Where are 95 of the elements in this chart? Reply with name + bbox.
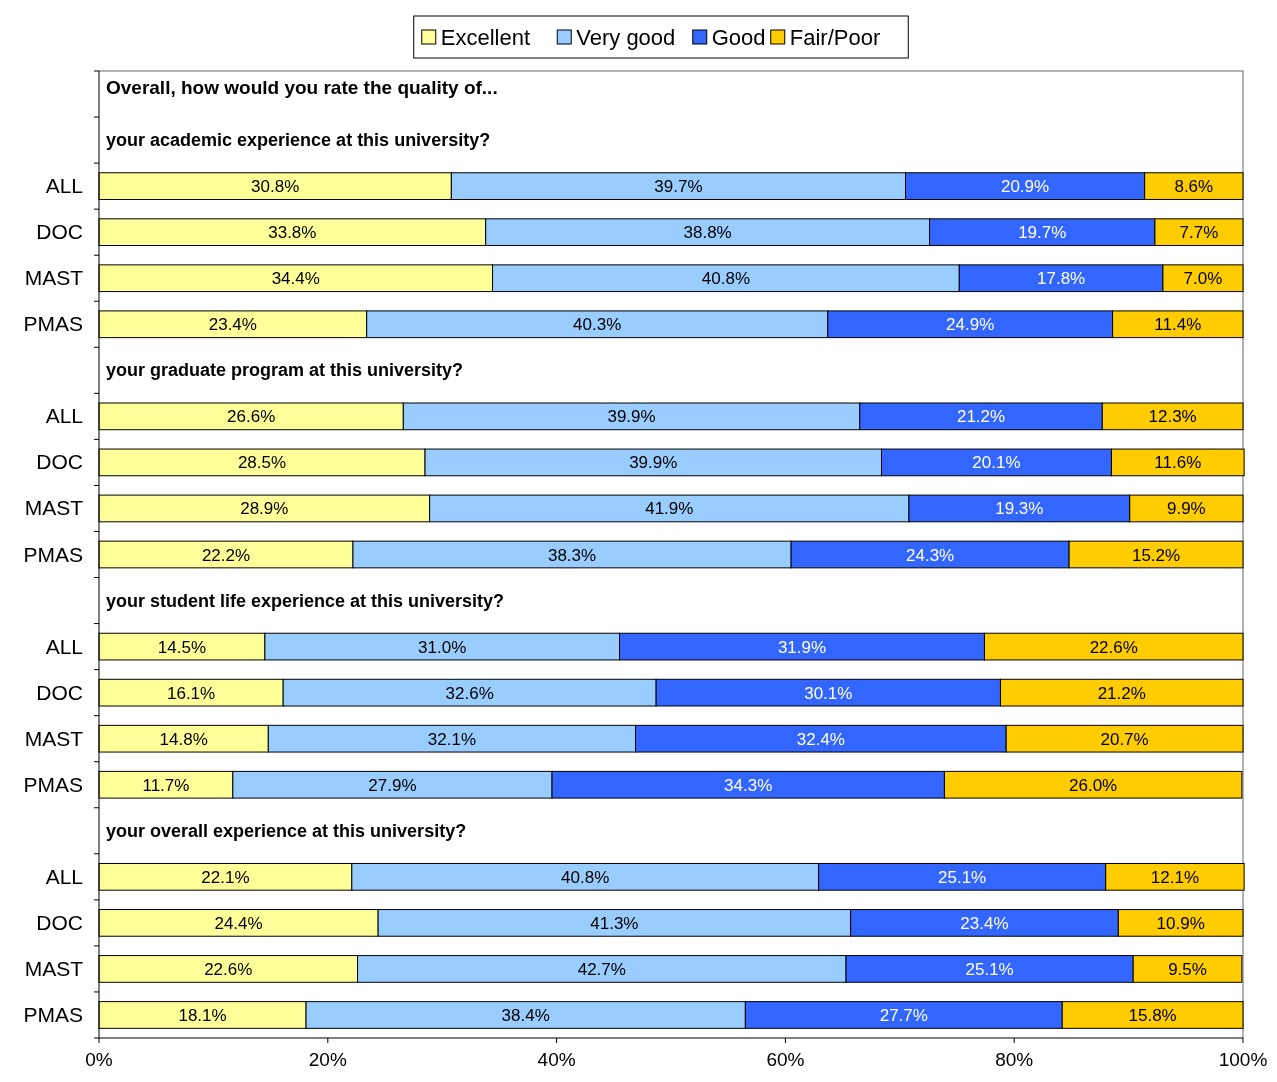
data-label: 27.7% bbox=[879, 1005, 928, 1025]
data-label: 30.8% bbox=[251, 177, 300, 197]
legend-label: Fair/Poor bbox=[789, 25, 881, 50]
data-label: 33.8% bbox=[268, 223, 317, 243]
annotation: your student life experience at this university? bbox=[106, 590, 505, 611]
data-label: 32.4% bbox=[796, 729, 845, 749]
x-tick-label: 0% bbox=[85, 1049, 113, 1070]
data-label: 16.1% bbox=[166, 683, 216, 703]
data-label: 14.8% bbox=[159, 729, 208, 749]
y-tick-label: MAST bbox=[24, 266, 84, 290]
data-label: 24.3% bbox=[906, 545, 955, 565]
data-label: 20.1% bbox=[972, 453, 1021, 473]
data-label: 40.8% bbox=[561, 867, 610, 887]
data-label: 12.3% bbox=[1148, 407, 1197, 427]
data-label: 39.9% bbox=[607, 407, 656, 427]
data-label: 11.7% bbox=[142, 775, 190, 795]
data-label: 40.3% bbox=[573, 315, 622, 335]
y-tick-label: DOC bbox=[36, 220, 83, 244]
data-label: 26.6% bbox=[227, 407, 276, 427]
data-label: 31.0% bbox=[418, 637, 467, 657]
data-label: 32.6% bbox=[445, 683, 494, 703]
y-tick-label: DOC bbox=[36, 910, 83, 934]
data-label: 31.9% bbox=[777, 637, 827, 657]
y-tick-label: MAST bbox=[24, 496, 84, 520]
data-label: 27.9% bbox=[368, 775, 417, 795]
data-label: 7.0% bbox=[1183, 269, 1223, 289]
data-label: 15.2% bbox=[1131, 545, 1181, 565]
data-label: 38.8% bbox=[683, 223, 732, 243]
data-label: 19.3% bbox=[995, 499, 1044, 519]
data-label: 23.4% bbox=[960, 913, 1009, 933]
y-tick-label: ALL bbox=[45, 864, 83, 888]
data-label: 20.7% bbox=[1100, 729, 1149, 749]
data-label: 22.2% bbox=[201, 545, 251, 565]
legend-label: Very good bbox=[576, 25, 676, 50]
data-label: 12.1% bbox=[1150, 867, 1200, 887]
y-tick-label: MAST bbox=[24, 956, 84, 980]
data-label: 41.9% bbox=[645, 499, 694, 519]
data-label: 11.4% bbox=[1154, 315, 1202, 335]
data-label: 9.9% bbox=[1167, 499, 1206, 519]
data-label: 8.6% bbox=[1174, 177, 1214, 197]
data-label: 11.6% bbox=[1154, 453, 1202, 473]
data-label: 14.5% bbox=[157, 637, 207, 657]
y-tick-label: PMAS bbox=[23, 1002, 83, 1026]
y-tick-label: ALL bbox=[45, 174, 83, 198]
x-tick-label: 40% bbox=[537, 1049, 576, 1070]
annotation: your academic experience at this university? bbox=[106, 130, 491, 151]
data-label: 21.2% bbox=[956, 407, 1006, 427]
x-tick-label: 60% bbox=[766, 1049, 805, 1070]
data-label: 40.8% bbox=[701, 269, 751, 289]
annotation: your overall experience at this university? bbox=[106, 820, 467, 841]
data-label: 7.7% bbox=[1179, 223, 1219, 243]
y-tick-label: PMAS bbox=[23, 772, 83, 796]
data-label: 22.6% bbox=[1089, 637, 1138, 657]
x-tick-label: 100% bbox=[1218, 1049, 1268, 1070]
annotation: your graduate program at this university? bbox=[106, 360, 464, 381]
data-label: 34.3% bbox=[724, 775, 773, 795]
data-label: 22.1% bbox=[201, 867, 250, 887]
data-label: 25.1% bbox=[965, 959, 1014, 979]
y-tick-label: DOC bbox=[36, 450, 83, 474]
data-label: 10.9% bbox=[1156, 913, 1205, 933]
data-label: 38.4% bbox=[501, 1005, 550, 1025]
data-label: 22.6% bbox=[204, 959, 253, 979]
data-label: 34.4% bbox=[271, 269, 320, 289]
data-label: 24.9% bbox=[946, 315, 995, 335]
y-tick-label: ALL bbox=[45, 404, 83, 428]
data-label: 39.9% bbox=[629, 453, 678, 473]
y-tick-label: PMAS bbox=[23, 312, 83, 336]
data-label: 41.3% bbox=[590, 913, 639, 933]
data-label: 21.2% bbox=[1097, 683, 1146, 703]
y-tick-label: DOC bbox=[36, 680, 83, 704]
data-label: 42.7% bbox=[577, 959, 626, 979]
y-tick-label: ALL bbox=[45, 634, 83, 658]
y-tick-label: PMAS bbox=[23, 542, 83, 566]
x-tick-label: 20% bbox=[308, 1049, 347, 1070]
data-label: 9.5% bbox=[1168, 959, 1207, 979]
legend-label: Good bbox=[711, 25, 766, 50]
data-label: 20.9% bbox=[1000, 177, 1050, 197]
data-label: 25.1% bbox=[938, 867, 987, 887]
data-label: 32.1% bbox=[427, 729, 477, 749]
data-label: 19.7% bbox=[1018, 223, 1067, 243]
data-label: 18.1% bbox=[178, 1005, 227, 1025]
legend-label: Excellent bbox=[440, 25, 531, 50]
data-label: 30.1% bbox=[804, 683, 853, 703]
data-label: 24.4% bbox=[214, 913, 263, 933]
data-label: 23.4% bbox=[208, 315, 257, 335]
data-label: 15.8% bbox=[1128, 1005, 1177, 1025]
data-label: 26.0% bbox=[1069, 775, 1118, 795]
data-label: 28.5% bbox=[237, 453, 287, 473]
data-label: 28.9% bbox=[240, 499, 289, 519]
data-label: 39.7% bbox=[654, 177, 703, 197]
x-tick-label: 80% bbox=[995, 1049, 1034, 1070]
y-tick-label: MAST bbox=[24, 726, 84, 750]
data-label: 17.8% bbox=[1037, 269, 1086, 289]
chart-title: Overall, how would you rate the quality of... bbox=[106, 77, 498, 99]
data-label: 38.3% bbox=[547, 545, 597, 565]
